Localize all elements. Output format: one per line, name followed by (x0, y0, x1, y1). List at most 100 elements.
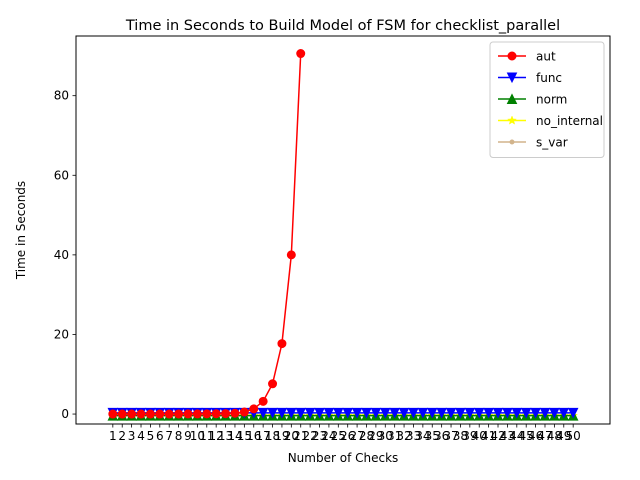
x-tick-label: 28 (359, 429, 374, 443)
data-point-func (379, 407, 391, 419)
data-point-func (351, 407, 363, 419)
data-point-func (464, 407, 476, 419)
data-point-aut (286, 250, 296, 260)
data-point-aut (117, 409, 127, 419)
legend-frame (489, 41, 605, 158)
data-point-aut (174, 409, 184, 419)
data-point-func (567, 407, 579, 419)
x-axis-label: Number of Checks (288, 451, 399, 465)
chart-title: Time in Seconds to Build Model of FSM fo… (125, 18, 560, 34)
data-point-func (389, 407, 400, 419)
x-tick-label: 30 (378, 429, 393, 443)
legend-label-func: func (536, 71, 562, 85)
data-point-func (304, 407, 316, 419)
x-tick-label: 17 (256, 429, 271, 443)
series-aut (108, 49, 306, 419)
x-tick-label: 46 (528, 429, 543, 443)
x-tick-label: 19 (274, 429, 289, 443)
x-tick-label: 25 (331, 429, 346, 443)
x-tick-label: 36 (434, 429, 449, 443)
x-tick-label: 45 (519, 429, 534, 443)
data-point-func (361, 407, 372, 419)
x-tick-label: 48 (547, 429, 562, 443)
data-point-aut (108, 409, 118, 419)
y-tick-label: 40 (54, 248, 69, 262)
data-point-func (286, 407, 297, 419)
x-tick-label: 47 (537, 429, 552, 443)
legend: aut func norm no_internal s_var (489, 41, 605, 158)
legend-label-s-var: s_var (536, 136, 568, 150)
x-tick-label: 22 (302, 429, 317, 443)
data-point-aut (211, 409, 221, 419)
x-tick-label: 32 (396, 429, 411, 443)
x-tick-label: 40 (472, 429, 487, 443)
data-point-aut (145, 409, 155, 419)
data-point-func (314, 407, 325, 419)
x-tick-label: 16 (246, 429, 261, 443)
data-point-func (520, 407, 532, 419)
data-point-aut (230, 408, 240, 418)
data-point-func (295, 407, 307, 419)
data-point-aut (183, 409, 193, 419)
x-tick-label: 38 (453, 429, 468, 443)
x-tick-label: 1 (109, 429, 117, 443)
x-tick-label: 23 (312, 429, 327, 443)
x-tick-label: 11 (199, 429, 214, 443)
data-point-aut (268, 379, 278, 389)
x-tick-label: 29 (368, 429, 383, 443)
x-tick-label: 2 (118, 429, 126, 443)
legend-label-norm: norm (536, 93, 567, 107)
x-tick-label: 31 (387, 429, 402, 443)
data-point-func (558, 407, 570, 419)
data-point-func (257, 407, 269, 419)
x-tick-label: 14 (227, 429, 242, 443)
x-tick-label: 15 (237, 429, 252, 443)
y-tick-label: 80 (54, 89, 69, 103)
x-tick-label: 34 (415, 429, 430, 443)
data-point-aut (136, 409, 146, 419)
x-tick-label: 42 (490, 429, 505, 443)
data-point-func (342, 407, 354, 419)
data-point-aut (202, 409, 212, 419)
plot-area (107, 49, 579, 421)
data-point-func (370, 407, 382, 419)
x-tick-label: 3 (128, 429, 136, 443)
data-point-func (511, 407, 523, 419)
x-tick-label: 21 (293, 429, 308, 443)
legend-marker-norm (506, 93, 518, 104)
data-point-func (539, 407, 551, 419)
x-tick-label: 13 (218, 429, 233, 443)
x-tick-label: 44 (509, 429, 524, 443)
legend-label-no-internal: no_internal (536, 114, 603, 128)
data-point-func (417, 407, 429, 419)
data-point-aut (249, 404, 259, 414)
legend-marker-no-internal (507, 115, 517, 125)
data-point-func (332, 407, 344, 419)
data-point-func (455, 407, 466, 419)
data-point-func (483, 407, 494, 419)
x-tick-label: 27 (349, 429, 364, 443)
x-tick-label: 7 (165, 429, 173, 443)
legend-marker-s-var (509, 139, 515, 145)
data-point-aut (221, 409, 231, 419)
x-tick-label: 12 (209, 429, 224, 443)
data-point-func (530, 407, 541, 419)
data-point-func (436, 407, 447, 419)
y-tick-label: 60 (54, 168, 69, 182)
x-tick-label: 49 (556, 429, 571, 443)
x-tick-label: 4 (137, 429, 145, 443)
data-point-aut (192, 409, 202, 419)
x-tick-label: 39 (462, 429, 477, 443)
x-tick-label: 18 (265, 429, 280, 443)
x-tick-label: 26 (340, 429, 355, 443)
x-tick-label: 10 (190, 429, 205, 443)
data-point-func (445, 407, 457, 419)
x-tick-label: 5 (147, 429, 155, 443)
y-tick-label: 20 (54, 327, 69, 341)
data-point-func (398, 407, 410, 419)
x-tick-label: 43 (500, 429, 515, 443)
x-tick-label: 35 (425, 429, 440, 443)
x-tick-label: 9 (184, 429, 192, 443)
data-point-aut (277, 339, 287, 349)
